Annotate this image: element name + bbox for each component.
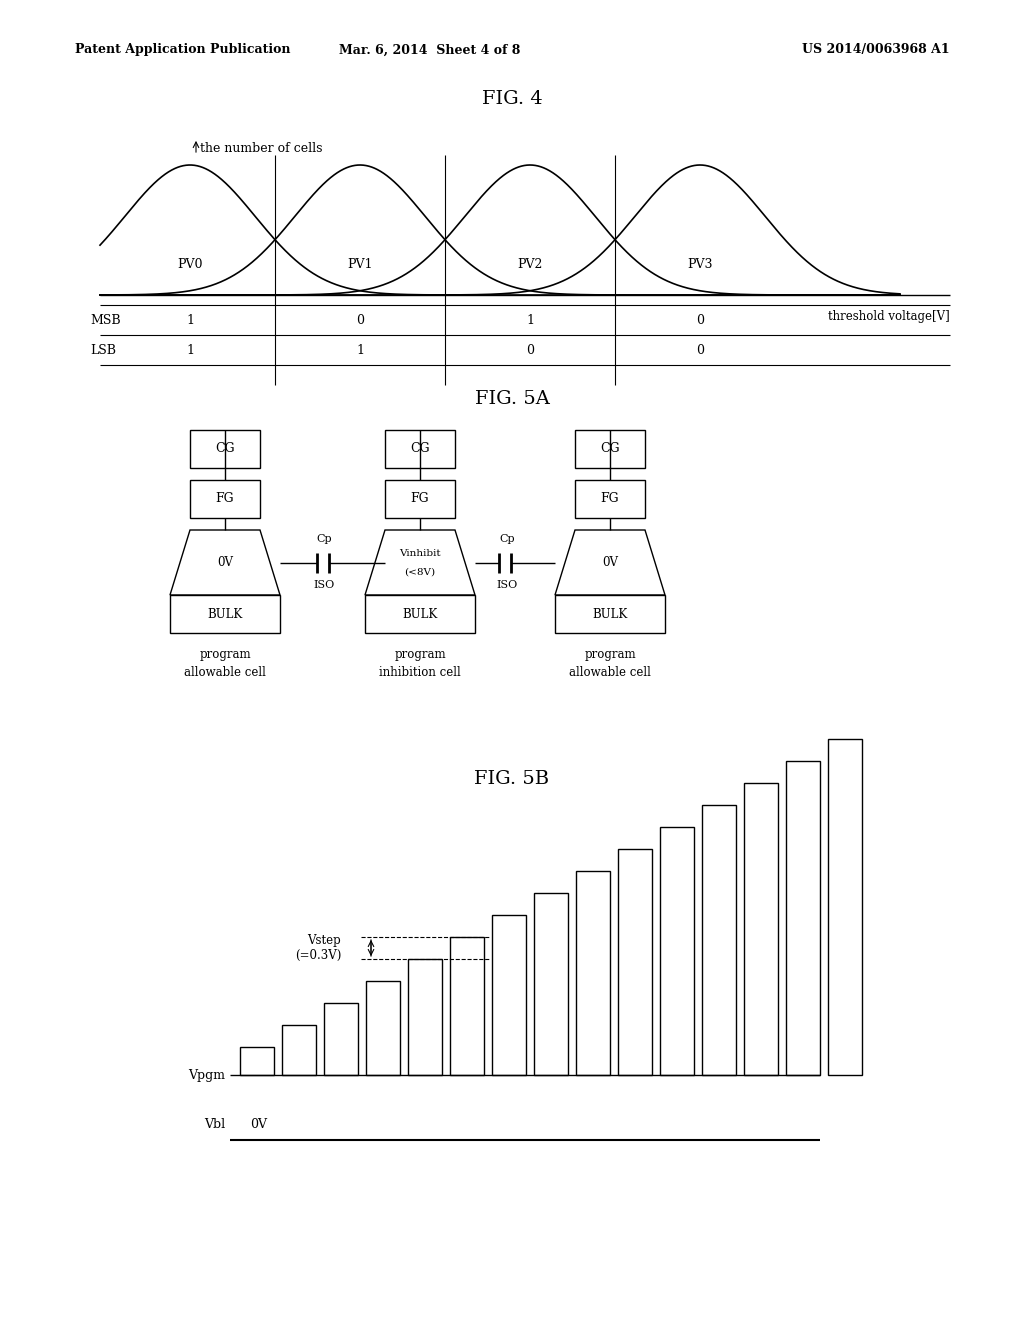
Text: 0V: 0V (217, 556, 233, 569)
Text: program: program (584, 648, 636, 661)
Text: FG: FG (411, 492, 429, 506)
Text: (<8V): (<8V) (404, 568, 435, 577)
Bar (385, 480, 455, 517)
Text: the number of cells: the number of cells (200, 141, 323, 154)
Bar (828, 739, 862, 1074)
Text: FIG. 5A: FIG. 5A (474, 389, 550, 408)
Bar (555, 595, 665, 634)
Bar (282, 1026, 316, 1074)
Bar (385, 430, 455, 469)
Text: Patent Application Publication: Patent Application Publication (75, 44, 291, 57)
Text: threshold voltage[V]: threshold voltage[V] (828, 310, 950, 323)
Text: BULK: BULK (402, 607, 437, 620)
Text: Cp: Cp (499, 535, 515, 544)
Text: program: program (200, 648, 251, 661)
Polygon shape (555, 531, 665, 595)
Text: CG: CG (215, 442, 234, 455)
Bar (408, 960, 442, 1074)
Text: 0: 0 (696, 314, 705, 326)
Bar (190, 430, 260, 469)
Text: 0: 0 (526, 343, 534, 356)
Text: CG: CG (600, 442, 620, 455)
Bar (575, 430, 645, 469)
Text: PV1: PV1 (347, 259, 373, 272)
Bar (575, 480, 645, 517)
Bar (786, 762, 820, 1074)
Text: Vbl: Vbl (204, 1118, 225, 1131)
Text: 1: 1 (526, 314, 534, 326)
Text: ISO: ISO (314, 581, 335, 590)
Bar (492, 915, 526, 1074)
Text: Vpgm: Vpgm (188, 1068, 225, 1081)
Text: FG: FG (216, 492, 234, 506)
Bar (660, 828, 694, 1074)
Text: FIG. 5B: FIG. 5B (474, 770, 550, 788)
Bar (190, 480, 260, 517)
Text: 0V: 0V (250, 1118, 267, 1131)
Text: US 2014/0063968 A1: US 2014/0063968 A1 (803, 44, 950, 57)
Polygon shape (170, 531, 280, 595)
Text: program: program (394, 648, 445, 661)
Text: Cp: Cp (316, 535, 333, 544)
Text: ISO: ISO (497, 581, 517, 590)
Bar (366, 981, 400, 1074)
Text: MSB: MSB (90, 314, 121, 326)
Text: LSB: LSB (90, 343, 116, 356)
Bar (450, 937, 484, 1074)
Text: CG: CG (411, 442, 430, 455)
Text: 0: 0 (696, 343, 705, 356)
Bar (170, 595, 280, 634)
Text: FG: FG (601, 492, 620, 506)
Text: FIG. 4: FIG. 4 (481, 90, 543, 108)
Text: 0V: 0V (602, 556, 618, 569)
Bar (575, 871, 610, 1074)
Text: BULK: BULK (592, 607, 628, 620)
Text: Vinhibit: Vinhibit (399, 549, 440, 558)
Text: Vstep
(=0.3V): Vstep (=0.3V) (295, 935, 341, 962)
Bar (324, 1003, 358, 1074)
Text: PV0: PV0 (177, 259, 203, 272)
Text: inhibition cell: inhibition cell (379, 667, 461, 678)
Text: Mar. 6, 2014  Sheet 4 of 8: Mar. 6, 2014 Sheet 4 of 8 (339, 44, 520, 57)
Bar (365, 595, 475, 634)
Bar (240, 1047, 274, 1074)
Polygon shape (365, 531, 475, 595)
Bar (534, 894, 568, 1074)
Text: PV3: PV3 (687, 259, 713, 272)
Text: 1: 1 (186, 314, 194, 326)
Text: 0: 0 (356, 314, 364, 326)
Text: 1: 1 (356, 343, 364, 356)
Bar (702, 805, 736, 1074)
Text: allowable cell: allowable cell (569, 667, 651, 678)
Text: 1: 1 (186, 343, 194, 356)
Bar (744, 783, 778, 1074)
Bar (618, 849, 652, 1074)
Text: PV2: PV2 (517, 259, 543, 272)
Text: BULK: BULK (208, 607, 243, 620)
Text: allowable cell: allowable cell (184, 667, 266, 678)
